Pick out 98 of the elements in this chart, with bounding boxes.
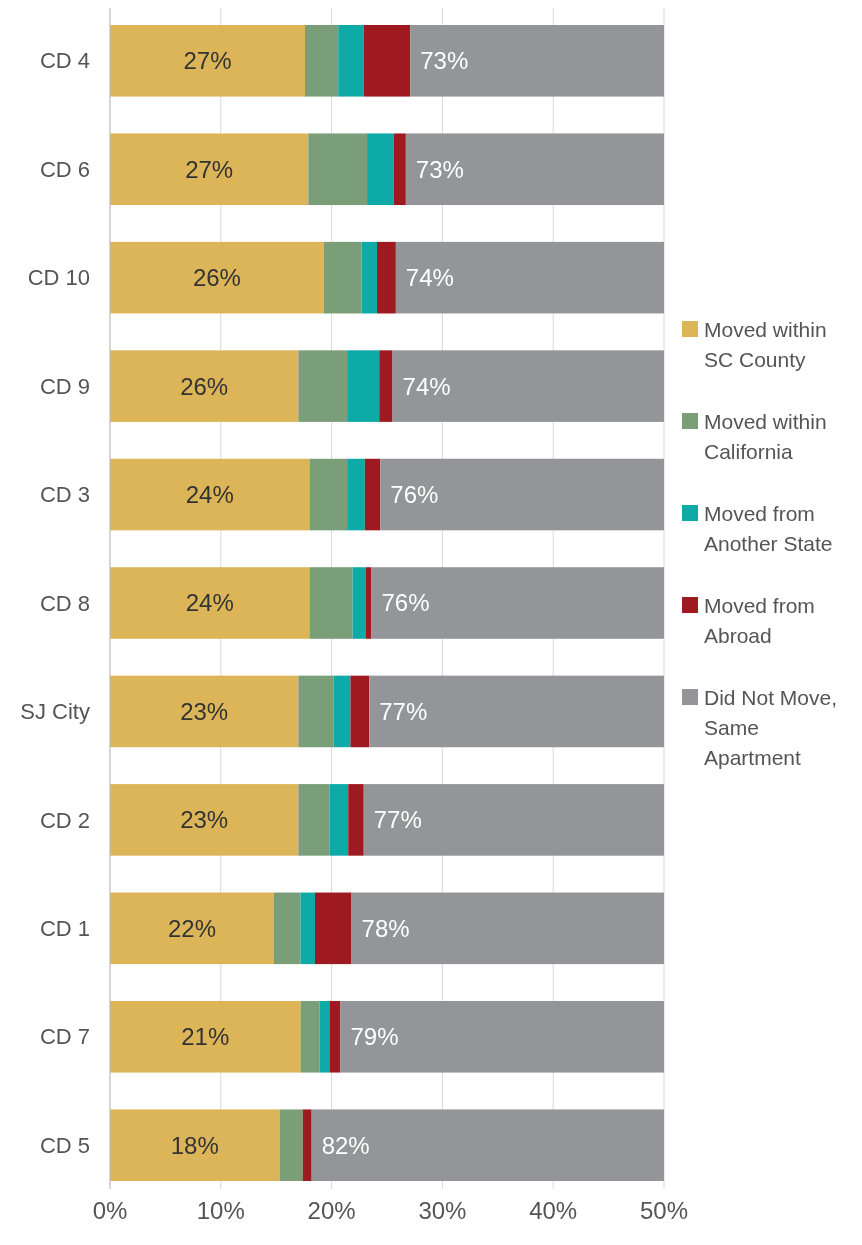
x-tick-label: 40% — [529, 1197, 578, 1224]
annotation: 18% — [170, 1131, 219, 1159]
bar — [367, 133, 394, 206]
y-tick-label: CD 3 — [39, 482, 90, 508]
y-tick-label: CD 4 — [39, 48, 90, 74]
annotation: 78% — [361, 914, 410, 942]
bar — [311, 1109, 664, 1181]
legend-label: Moved within SC County — [704, 318, 827, 372]
bar — [351, 892, 664, 965]
bar — [309, 567, 353, 639]
annotation: 82% — [321, 1131, 370, 1159]
bar — [110, 1000, 301, 1073]
bar — [300, 892, 315, 965]
annotation: 73% — [415, 155, 464, 183]
bar — [361, 241, 378, 314]
bar — [363, 25, 411, 97]
annotation: 22% — [167, 914, 217, 942]
y-tick-label: CD 2 — [39, 807, 90, 833]
bar — [300, 1000, 320, 1073]
annotation: 74% — [405, 264, 454, 292]
bar — [298, 350, 348, 422]
bar — [273, 892, 301, 965]
annotation: 73% — [420, 47, 469, 75]
bar — [308, 133, 368, 206]
bar — [365, 567, 372, 639]
y-tick-label: CD 7 — [39, 1024, 90, 1050]
annotation: 23% — [180, 806, 229, 834]
bar — [329, 1000, 341, 1073]
bar — [393, 133, 406, 206]
bar — [323, 241, 362, 314]
bar — [340, 1000, 664, 1073]
bar — [298, 675, 334, 748]
y-tick-label: CD 6 — [39, 156, 90, 182]
y-tick-label: CD 5 — [39, 1132, 90, 1158]
bar — [110, 784, 299, 856]
bar — [348, 784, 364, 856]
bar — [338, 25, 364, 97]
bar — [405, 133, 664, 206]
annotation: 76% — [381, 589, 430, 617]
bar — [302, 1109, 312, 1181]
y-tick-label: SJ City — [20, 699, 90, 725]
bar — [369, 675, 664, 748]
x-tick-label: 20% — [307, 1197, 356, 1224]
bar — [347, 458, 365, 531]
annotation: 24% — [185, 480, 234, 508]
bar — [350, 675, 370, 748]
annotation: 24% — [185, 589, 234, 617]
bar — [329, 784, 349, 856]
x-tick-label: 10% — [196, 1197, 245, 1224]
bar — [110, 675, 299, 748]
y-tick-label: CD 8 — [39, 590, 90, 616]
bar — [110, 241, 324, 314]
bar — [333, 675, 351, 748]
y-tick-label: CD 9 — [39, 373, 90, 399]
bar — [364, 458, 381, 531]
annotation: 79% — [350, 1023, 399, 1051]
annotation: 21% — [181, 1023, 230, 1051]
bar — [298, 784, 330, 856]
legend-label: Moved within California — [704, 410, 827, 464]
bar — [395, 241, 664, 314]
bar — [377, 241, 396, 314]
bar — [305, 25, 339, 97]
bar — [110, 458, 310, 531]
bar — [410, 25, 664, 97]
bar — [379, 350, 393, 422]
bar — [110, 350, 299, 422]
bar — [363, 784, 664, 856]
bar — [110, 892, 274, 965]
x-tick-label: 50% — [639, 1197, 689, 1224]
annotation: 76% — [390, 480, 439, 508]
x-tick-label: 0% — [92, 1197, 128, 1224]
bar — [371, 567, 664, 639]
bar — [279, 1109, 303, 1181]
bar — [110, 567, 310, 639]
annotation: 77% — [373, 806, 422, 834]
bar — [110, 1109, 280, 1181]
annotation: 26% — [180, 372, 229, 400]
bar — [110, 133, 309, 206]
legend-label: Did Not Move, Same Apartment — [704, 686, 838, 770]
annotation: 27% — [183, 47, 232, 75]
bar — [309, 458, 348, 531]
bar — [347, 350, 380, 422]
bar — [392, 350, 664, 422]
annotation: 77% — [379, 697, 428, 725]
annotation: 74% — [402, 372, 451, 400]
annotation: 26% — [192, 264, 241, 292]
annotation: 23% — [180, 697, 229, 725]
y-tick-label: CD 1 — [39, 916, 90, 942]
x-tick-label: 30% — [418, 1197, 467, 1224]
bar — [319, 1000, 330, 1073]
bar — [110, 25, 306, 97]
annotation: 27% — [185, 155, 234, 183]
y-tick-label: CD 10 — [27, 265, 90, 291]
legend-label: Moved from Abroad — [704, 594, 815, 648]
legend-label: Moved from Another State — [704, 502, 833, 556]
bar — [380, 458, 664, 531]
bar — [352, 567, 366, 639]
bar — [314, 892, 352, 965]
